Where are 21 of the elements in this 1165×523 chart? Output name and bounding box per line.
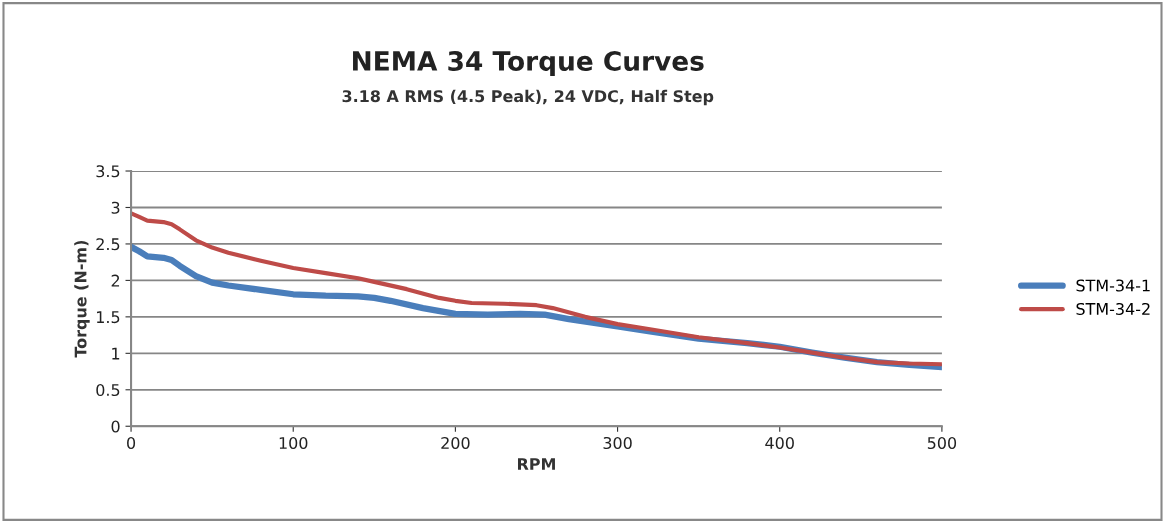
y-tick-label: 2 (111, 274, 120, 287)
legend-label: STM-34-1 (1076, 279, 1150, 292)
x-tick-label: 100 (279, 436, 308, 450)
legend-label: STM-34-2 (1076, 302, 1150, 315)
x-tick-label: 500 (927, 436, 957, 450)
y-tick-label: 1.5 (97, 311, 120, 324)
y-axis-title: Torque (N-m) (74, 240, 90, 358)
chart-title: NEMA 34 Torque Curves (353, 51, 704, 77)
y-tick-label: 0 (111, 420, 120, 433)
y-tick-label: 3 (111, 201, 120, 214)
x-tick-label: 400 (765, 436, 794, 450)
x-tick-label: 300 (603, 436, 632, 450)
y-tick-label: 0.5 (96, 384, 120, 397)
y-tick-label: 3.5 (96, 165, 120, 178)
x-axis-title: RPM (518, 458, 555, 470)
x-tick-label: 0 (127, 436, 136, 450)
line-series (131, 211, 942, 367)
y-tick-label: 1 (112, 347, 120, 360)
x-tick-label: 200 (441, 436, 470, 450)
y-tick-label: 2.5 (96, 238, 120, 251)
chart-subtitle: 3.18 A RMS (4.5 Peak), 24 VDC, Half Step (342, 89, 714, 106)
